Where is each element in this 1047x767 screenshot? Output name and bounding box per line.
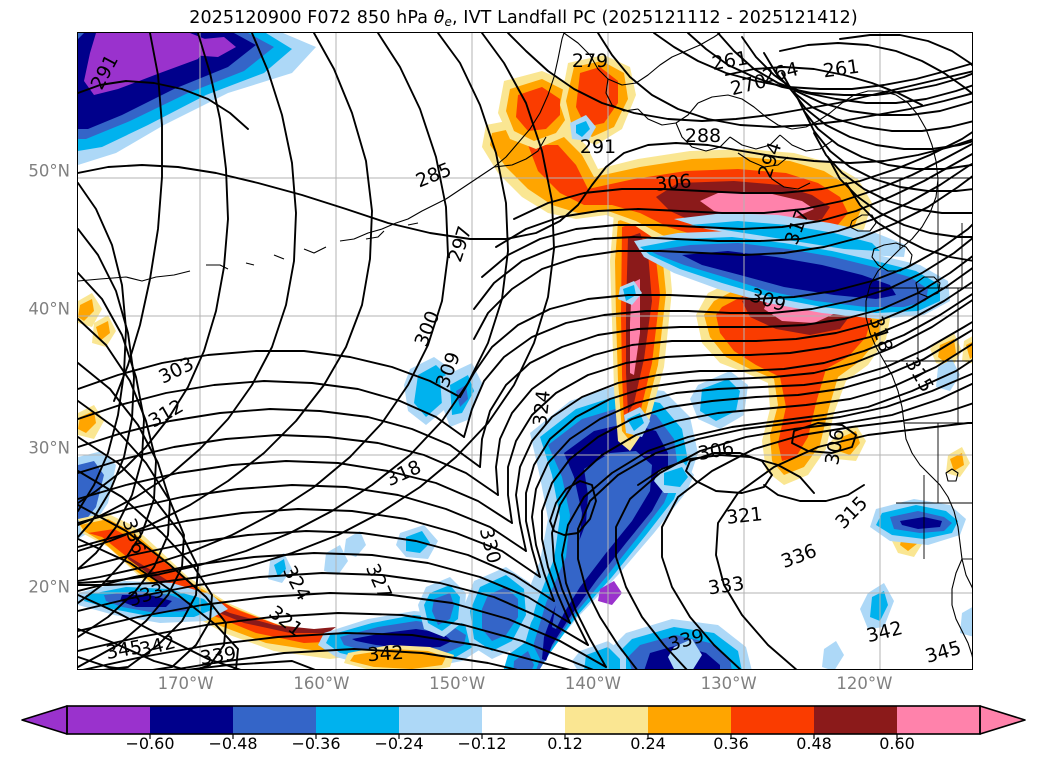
colorbar-tick-label: −0.24 xyxy=(374,734,424,753)
colorbar-segment xyxy=(233,706,317,734)
colorbar-segment xyxy=(814,706,898,734)
svg-text:285: 285 xyxy=(413,158,455,192)
colorbar-segment xyxy=(399,706,483,734)
svg-text:324: 324 xyxy=(529,389,555,427)
title-prefix: 2025120900 F072 850 hPa xyxy=(189,8,434,28)
svg-text:345: 345 xyxy=(923,637,964,668)
colorbar-graphic xyxy=(21,705,1026,739)
colorbar-segment xyxy=(897,706,981,734)
theta-symbol: θ xyxy=(433,8,445,28)
colorbar-tick-label: −0.12 xyxy=(457,734,507,753)
longitude-tick-label: 130°W xyxy=(700,674,757,693)
latitude-tick-label: 20°N xyxy=(28,577,70,597)
svg-text:315: 315 xyxy=(901,354,938,396)
map-plot-area[interactable]: 291 279 261 264 270 261 288 291 294 285 … xyxy=(77,32,973,670)
longitude-tick-label: 160°W xyxy=(293,674,350,693)
colorbar-over-arrow xyxy=(979,705,1026,735)
svg-text:324: 324 xyxy=(278,562,314,604)
svg-text:261: 261 xyxy=(822,56,861,83)
map-graphic: 291 279 261 264 270 261 288 291 294 285 … xyxy=(78,33,972,670)
colorbar-segment xyxy=(316,706,400,734)
latitude-tick-label: 40°N xyxy=(28,299,70,319)
colorbar-tick-label: 0.60 xyxy=(879,734,915,753)
colorbar-tick-label: 0.48 xyxy=(796,734,832,753)
longitude-tick-label: 170°W xyxy=(157,674,214,693)
shaded-anomaly-field xyxy=(78,33,972,669)
colorbar-tick-label: −0.48 xyxy=(208,734,258,753)
longitude-tick-label: 140°W xyxy=(564,674,621,693)
svg-text:318: 318 xyxy=(383,456,425,491)
svg-text:336: 336 xyxy=(778,540,820,573)
colorbar-outline xyxy=(66,705,981,735)
svg-text:327: 327 xyxy=(361,561,396,603)
theta-subscript: e xyxy=(444,15,452,29)
latitude-axis: 50°N 40°N 30°N 20°N xyxy=(0,32,70,670)
latitude-tick-label: 30°N xyxy=(28,438,70,458)
page-title: 2025120900 F072 850 hPa θe, IVT Landfall… xyxy=(0,8,1047,29)
colorbar-segment xyxy=(731,706,815,734)
svg-text:279: 279 xyxy=(572,50,608,72)
title-suffix: , IVT Landfall PC (2025121112 - 20251214… xyxy=(451,8,858,28)
svg-text:300: 300 xyxy=(410,308,444,350)
colorbar-tick-label: 0.24 xyxy=(630,734,666,753)
svg-text:291: 291 xyxy=(580,136,616,158)
colorbar-tick-label: −0.60 xyxy=(125,734,175,753)
longitude-tick-label: 120°W xyxy=(836,674,893,693)
svg-text:333: 333 xyxy=(707,573,746,600)
colorbar-tick-label: 0.12 xyxy=(547,734,583,753)
colorbar-under-arrow xyxy=(21,705,68,735)
longitude-tick-label: 150°W xyxy=(429,674,486,693)
contour-lines xyxy=(78,33,972,669)
latitude-tick-label: 50°N xyxy=(28,161,70,181)
colorbar-segment xyxy=(482,706,566,734)
colorbar-segment xyxy=(648,706,732,734)
colorbar-tick-label: −0.36 xyxy=(291,734,341,753)
colorbar[interactable]: −0.60 −0.48 −0.36 −0.24 −0.12 0.12 0.24 0.36 0.4… xyxy=(0,700,1047,767)
svg-text:306: 306 xyxy=(654,170,692,196)
colorbar-segment xyxy=(67,706,151,734)
svg-text:288: 288 xyxy=(685,125,721,147)
colorbar-segment xyxy=(565,706,649,734)
colorbar-segment xyxy=(150,706,234,734)
svg-text:342: 342 xyxy=(367,642,405,666)
longitude-axis: 170°W 160°W 150°W 140°W 130°W 120°W xyxy=(77,674,973,698)
svg-text:312: 312 xyxy=(145,395,187,432)
svg-text:321: 321 xyxy=(725,503,763,529)
colorbar-tick-label: 0.36 xyxy=(713,734,749,753)
svg-text:339: 339 xyxy=(199,643,238,670)
